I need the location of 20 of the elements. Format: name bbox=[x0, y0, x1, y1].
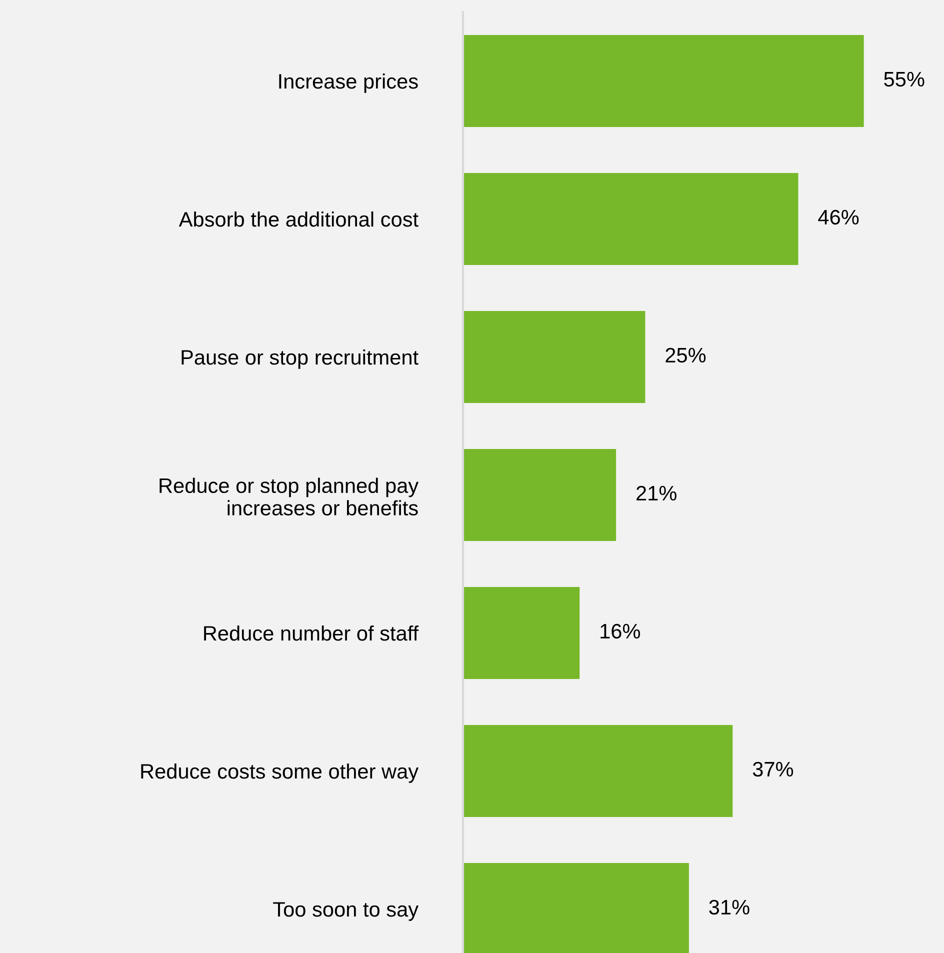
bar bbox=[463, 34, 864, 128]
bar bbox=[463, 310, 646, 404]
data-label: 21% bbox=[636, 486, 676, 501]
y-tick-label: Too soon to say bbox=[273, 902, 419, 921]
data-label: 31% bbox=[709, 900, 750, 915]
y-tick-label: Reduce number of staff bbox=[204, 625, 419, 641]
bar bbox=[463, 448, 616, 542]
data-label: 25% bbox=[666, 348, 706, 363]
y-tick-label: Pause or stop recruitment bbox=[182, 349, 418, 369]
y-tick-label: Reduce costs some other way bbox=[141, 763, 419, 783]
bar bbox=[463, 586, 580, 680]
bar bbox=[463, 172, 798, 266]
y-tick-label: Increase prices bbox=[279, 73, 418, 93]
data-label: 46% bbox=[818, 210, 859, 225]
bar bbox=[463, 724, 733, 818]
data-label: 55% bbox=[884, 72, 924, 87]
data-label: 16% bbox=[600, 624, 640, 639]
data-label: 37% bbox=[752, 762, 794, 777]
y-tick-label: Absorb the additional cost bbox=[178, 211, 418, 227]
y-tick-label: Reduce or stop planned pay increases or benefits bbox=[160, 478, 419, 516]
